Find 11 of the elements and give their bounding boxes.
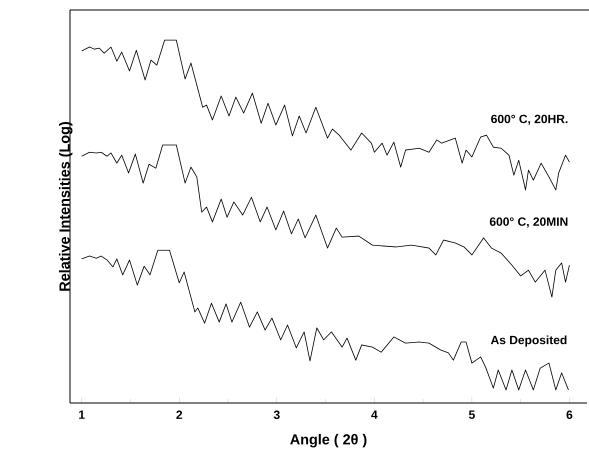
x-tick-label: 5 xyxy=(468,410,475,419)
x-tick-label: 1 xyxy=(79,410,85,419)
x-tick-label: 6 xyxy=(566,410,572,420)
x-tick-label: 4 xyxy=(371,410,378,419)
series-label: 600° C, 20HR. xyxy=(491,114,568,125)
x-tick-label: 3 xyxy=(274,410,280,420)
y-axis-title: Relative Intensities (Log) xyxy=(58,122,72,291)
x-tick-label: 2 xyxy=(176,410,182,419)
series-label: 600° C, 20MIN xyxy=(490,217,568,228)
series-label: As Deposited xyxy=(490,335,566,347)
x-axis-title: Angle ( 2θ ) xyxy=(290,434,366,448)
